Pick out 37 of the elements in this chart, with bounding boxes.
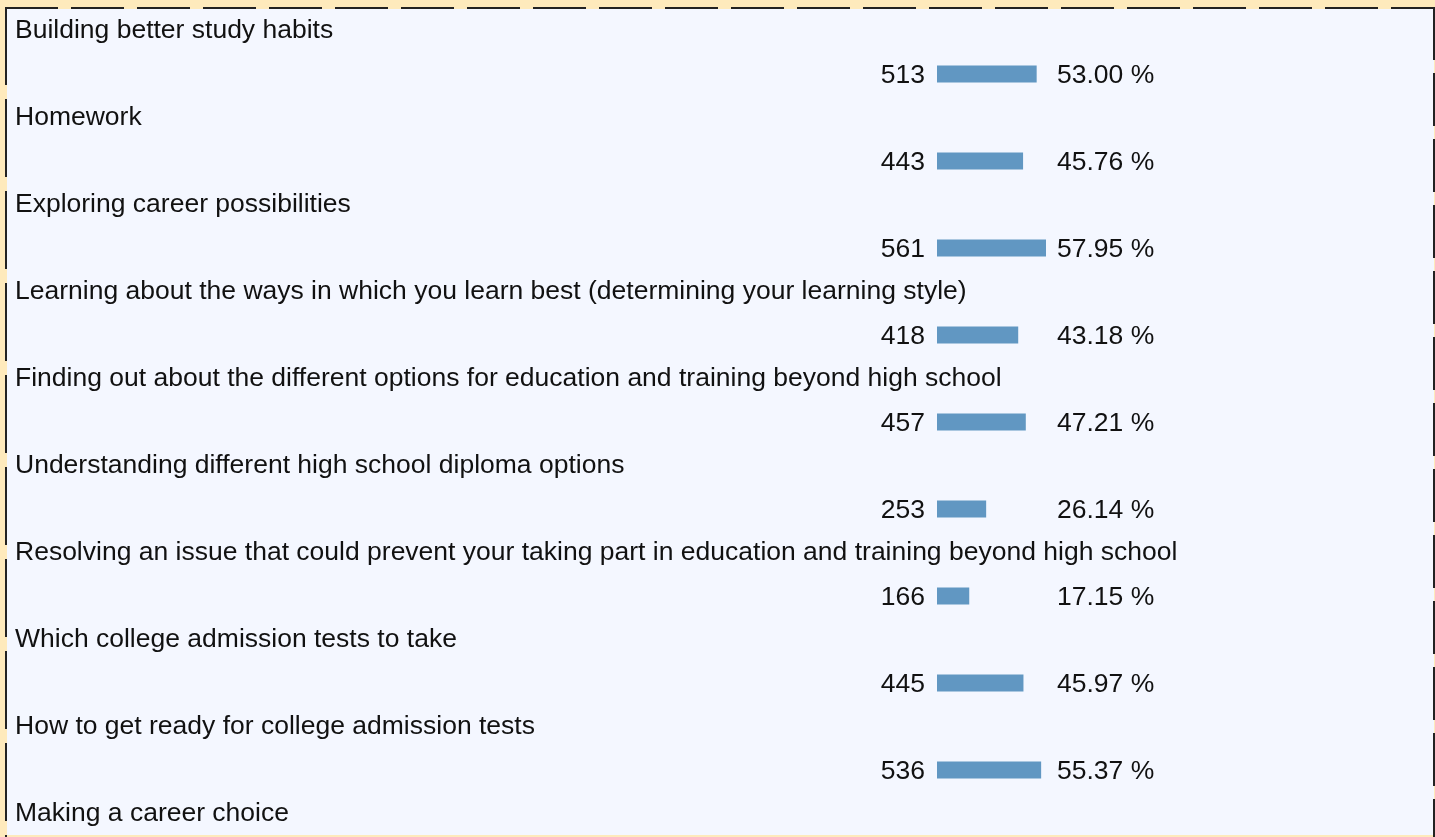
data-label: 418 [880, 320, 925, 350]
bar [937, 761, 1042, 779]
text: 43.18 % [1057, 320, 1155, 350]
data-label: 445 [880, 668, 925, 698]
bar [937, 500, 987, 518]
text: 45.76 % [1057, 146, 1155, 176]
data-label: 536 [880, 755, 925, 785]
text: 17.15 % [1057, 581, 1155, 611]
text: 45.97 % [1057, 668, 1155, 698]
y-tick-label: Which college admission tests to take [15, 623, 457, 653]
text: 47.21 % [1057, 407, 1155, 437]
text: 57.95 % [1057, 233, 1155, 263]
y-tick-label: Finding out about the different options for education and training beyond high school [15, 362, 1002, 392]
y-tick-label: Homework [15, 101, 143, 131]
bar [937, 674, 1024, 692]
bar [937, 326, 1019, 344]
bar [937, 152, 1024, 170]
bar [937, 413, 1026, 431]
text: 26.14 % [1057, 494, 1155, 524]
data-label: 561 [880, 233, 925, 263]
data-label: 457 [880, 407, 925, 437]
bar [937, 239, 1046, 257]
bar [937, 587, 970, 605]
y-tick-label: Exploring career possibilities [15, 188, 351, 218]
y-tick-label: Making a career choice [15, 797, 289, 827]
y-tick-label: Resolving an issue that could prevent your taking part in education and training beyond high school [15, 536, 1178, 566]
data-label: 443 [880, 146, 925, 176]
data-label: 166 [880, 581, 925, 611]
text: 53.00 % [1057, 59, 1155, 89]
text: 55.37 % [1057, 755, 1155, 785]
y-tick-label: How to get ready for college admission tests [15, 710, 535, 740]
y-tick-label: Learning about the ways in which you learn best (determining your learning style) [15, 275, 967, 305]
data-label: 513 [880, 59, 925, 89]
bar [937, 65, 1037, 83]
y-tick-label: Building better study habits [15, 14, 334, 44]
data-label: 253 [880, 494, 925, 524]
y-tick-label: Understanding different high school diploma options [15, 449, 625, 479]
